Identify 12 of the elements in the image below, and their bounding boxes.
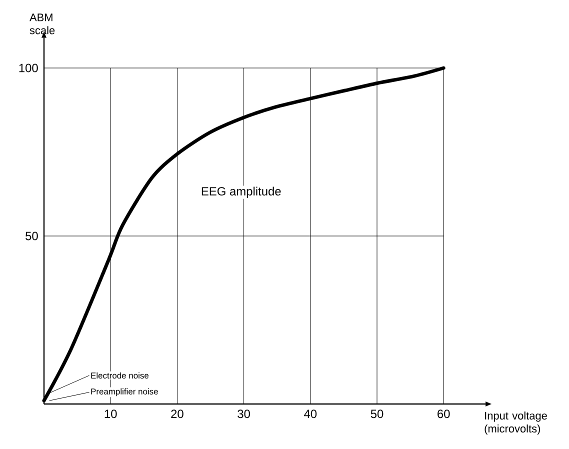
x-tick-label: 60 <box>438 410 450 418</box>
x-tick-label: 40 <box>304 410 317 418</box>
x-tick-label: 50 <box>370 410 384 418</box>
x-axis-title: Input voltage (microvolts) <box>484 412 547 435</box>
x-tick-label: 30 <box>238 410 250 418</box>
annotation: Preamplifier noise <box>91 388 158 396</box>
x-tick-label: 10 <box>104 410 117 418</box>
y-tick-label: 100 <box>19 64 38 72</box>
x-tick-label: 20 <box>171 410 184 418</box>
annotation: Electrode noise <box>91 372 149 379</box>
y-axis-title: ABM scale <box>30 14 55 34</box>
text: EEG amplitude <box>202 186 281 198</box>
